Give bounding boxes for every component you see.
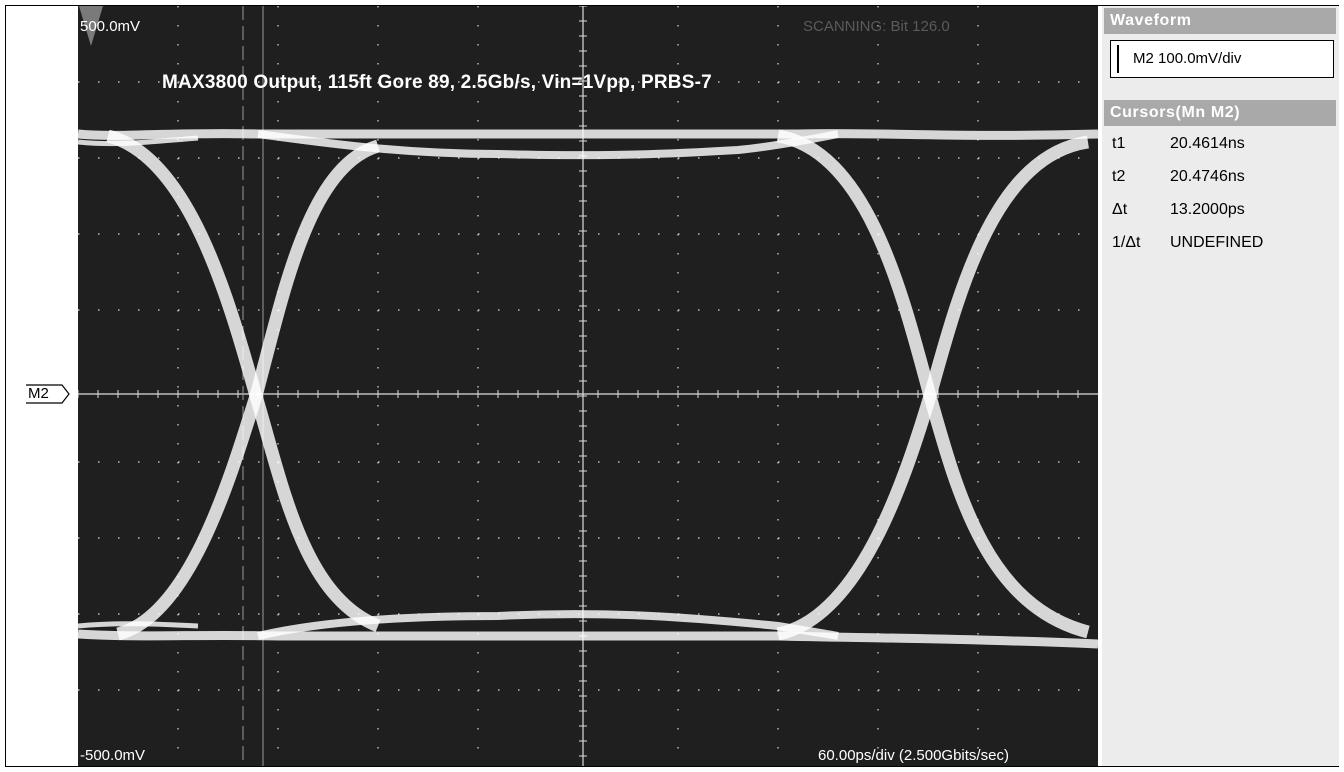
trigger-marker-icon[interactable]: [78, 6, 104, 50]
plot-title: MAX3800 Output, 115ft Gore 89, 2.5Gb/s, …: [162, 72, 712, 93]
cursor-row-inverse-delta-t: 1/Δt UNDEFINED: [1112, 233, 1263, 253]
cursor-name: Δt: [1112, 201, 1128, 218]
waveform-header: Waveform: [1104, 8, 1336, 34]
cursor-row-t1: t1 20.4614ns: [1112, 134, 1245, 154]
left-gutter: [6, 6, 78, 766]
channel-marker-label: M2: [28, 385, 49, 402]
cursor-row-t2: t2 20.4746ns: [1112, 167, 1245, 187]
eye-trace: [257, 130, 839, 160]
cursor-name: t1: [1112, 135, 1126, 152]
channel-marker-arrow-icon: [26, 384, 70, 404]
eye-diagram-plot: [78, 6, 1098, 766]
selection-mark: [1117, 45, 1119, 73]
waveform-setting-text: M2 100.0mV/div: [1133, 50, 1242, 67]
cursors-header: Cursors(Mn M2): [1104, 100, 1336, 126]
waveform-setting-field[interactable]: M2 100.0mV/div: [1110, 40, 1334, 78]
eye-trace: [78, 129, 1098, 140]
cursor-name: t2: [1112, 168, 1126, 185]
waveform-display[interactable]: 500.0mV SCANNING: Bit 126.0 MAX3800 Outp…: [78, 6, 1098, 766]
cursor-name: 1/Δt: [1112, 234, 1141, 251]
cursor-value: UNDEFINED: [1170, 234, 1264, 251]
readout-sidebar: Waveform M2 100.0mV/div Cursors(Mn M2) t…: [1102, 6, 1339, 766]
cursor-value: 20.4614ns: [1170, 135, 1245, 152]
vertical-bottom-label: -500.0mV: [80, 747, 146, 764]
cursor-row-delta-t: Δt 13.2000ps: [1112, 200, 1245, 220]
eye-trace: [78, 629, 1098, 649]
timebase-label: 60.00ps/div (2.500Gbits/sec): [818, 747, 1009, 764]
cursor-value: 20.4746ns: [1170, 168, 1245, 185]
eye-trace: [776, 135, 1090, 641]
eye-trace: [116, 139, 381, 641]
channel-marker[interactable]: M2: [24, 384, 70, 404]
scanning-status: SCANNING: Bit 126.0: [803, 18, 950, 35]
cursor-value: 13.2000ps: [1170, 201, 1245, 218]
vertical-top-label: 500.0mV: [80, 18, 141, 35]
